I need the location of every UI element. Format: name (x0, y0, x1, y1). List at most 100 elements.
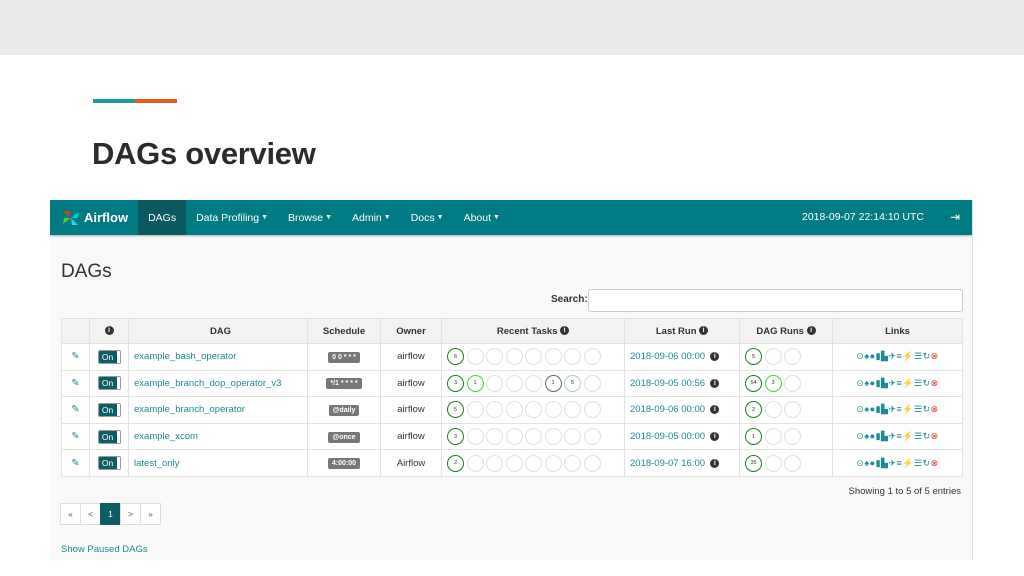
info-icon[interactable]: i (710, 432, 720, 442)
gantt-icon[interactable]: ≡ (896, 404, 903, 415)
status-circle[interactable]: 35 (745, 454, 762, 472)
graph-icon[interactable]: ● (869, 431, 876, 442)
status-circle[interactable]: 3 (447, 374, 464, 392)
duration-icon[interactable]: ▙ (881, 377, 889, 388)
dag-link[interactable]: example_branch_operator (134, 404, 245, 416)
sign-out-icon[interactable]: ⇥ (949, 210, 960, 224)
graph-icon[interactable]: ● (869, 457, 876, 468)
plane-icon[interactable]: ✈ (888, 431, 897, 442)
status-circle[interactable] (466, 348, 484, 366)
dag-link[interactable]: example_xcom (134, 431, 198, 443)
status-circle[interactable]: 5 (564, 374, 581, 392)
last-run-link[interactable]: 2018-09-05 00:00 (630, 431, 706, 443)
status-circle[interactable] (486, 348, 503, 366)
brand-logo[interactable]: Airflow (50, 200, 138, 235)
dag-link[interactable]: latest_only (134, 457, 180, 469)
info-icon[interactable]: i (699, 326, 709, 336)
plane-icon[interactable]: ✈ (888, 404, 897, 415)
status-circle[interactable] (784, 454, 801, 472)
play-circle-icon[interactable]: ⊙ (856, 351, 865, 362)
delete-icon[interactable]: ⊗ (930, 404, 939, 415)
status-circle[interactable] (486, 374, 503, 392)
status-circle[interactable]: 1 (466, 374, 484, 392)
delete-icon[interactable]: ⊗ (930, 377, 939, 388)
gantt-icon[interactable]: ≡ (896, 351, 903, 362)
delete-icon[interactable]: ⊗ (930, 431, 939, 442)
status-circle[interactable] (764, 401, 782, 419)
duration-icon[interactable]: ▙ (881, 457, 889, 468)
tree-icon[interactable]: ♠ (864, 457, 870, 468)
flash-icon[interactable]: ⚡ (902, 377, 914, 388)
status-circle[interactable]: 54 (745, 374, 762, 392)
code-icon[interactable]: ☰ (914, 351, 923, 362)
refresh-icon[interactable]: ↻ (922, 457, 931, 468)
status-circle[interactable] (525, 374, 542, 392)
status-circle[interactable] (466, 401, 484, 419)
status-circle[interactable] (784, 401, 801, 419)
tree-icon[interactable]: ♠ (864, 377, 870, 388)
status-circle[interactable] (564, 401, 581, 419)
status-circle[interactable] (486, 428, 503, 446)
info-icon[interactable]: i (710, 378, 720, 388)
gantt-icon[interactable]: ≡ (896, 377, 903, 388)
code-icon[interactable]: ☰ (914, 404, 923, 415)
status-circle[interactable] (784, 374, 801, 392)
status-circle[interactable]: 5 (447, 401, 464, 419)
duration-icon[interactable]: ▙ (881, 404, 889, 415)
dag-toggle[interactable]: On (97, 402, 121, 417)
pager-button[interactable]: 1 (100, 503, 121, 525)
status-circle[interactable] (505, 374, 523, 392)
status-circle[interactable]: 2 (745, 401, 762, 419)
edit-icon[interactable]: ✎ (71, 457, 80, 469)
edit-icon[interactable]: ✎ (71, 431, 80, 443)
last-run-link[interactable]: 2018-09-06 00:00 (630, 404, 706, 416)
info-icon[interactable]: i (560, 326, 570, 336)
duration-icon[interactable]: ▙ (881, 351, 889, 362)
status-circle[interactable] (544, 454, 562, 472)
play-circle-icon[interactable]: ⊙ (856, 404, 865, 415)
nav-browse[interactable]: Browse ▼ (278, 200, 342, 235)
status-circle[interactable] (583, 401, 601, 419)
info-icon[interactable]: i (710, 352, 720, 362)
status-circle[interactable] (486, 454, 503, 472)
edit-icon[interactable]: ✎ (71, 377, 80, 389)
graph-icon[interactable]: ● (869, 404, 876, 415)
status-circle[interactable] (505, 401, 523, 419)
status-circle[interactable]: 2 (447, 454, 464, 472)
status-circle[interactable]: 6 (447, 348, 464, 366)
bar-chart-icon[interactable]: ▮ (875, 404, 882, 415)
flash-icon[interactable]: ⚡ (902, 351, 914, 362)
plane-icon[interactable]: ✈ (888, 351, 897, 362)
status-circle[interactable] (564, 348, 581, 366)
tree-icon[interactable]: ♠ (864, 431, 870, 442)
code-icon[interactable]: ☰ (914, 431, 923, 442)
status-circle[interactable] (505, 348, 523, 366)
status-circle[interactable] (525, 428, 542, 446)
nav-docs[interactable]: Docs ▼ (401, 200, 454, 235)
delete-icon[interactable]: ⊗ (930, 351, 939, 362)
status-circle[interactable] (764, 348, 782, 366)
tree-icon[interactable]: ♠ (864, 404, 870, 415)
flash-icon[interactable]: ⚡ (902, 457, 914, 468)
plane-icon[interactable]: ✈ (888, 377, 897, 388)
dag-link[interactable]: example_bash_operator (134, 351, 237, 363)
status-circle[interactable] (544, 401, 562, 419)
status-circle[interactable] (544, 428, 562, 446)
plane-icon[interactable]: ✈ (888, 457, 897, 468)
nav-data-profiling[interactable]: Data Profiling ▼ (186, 200, 278, 235)
status-circle[interactable] (564, 454, 581, 472)
last-run-link[interactable]: 2018-09-07 16:00 (630, 457, 706, 469)
play-circle-icon[interactable]: ⊙ (856, 377, 865, 388)
pager-button[interactable]: > (120, 503, 141, 525)
edit-icon[interactable]: ✎ (71, 404, 80, 416)
bar-chart-icon[interactable]: ▮ (875, 351, 882, 362)
status-circle[interactable] (564, 428, 581, 446)
status-circle[interactable]: 3 (764, 374, 782, 392)
refresh-icon[interactable]: ↻ (922, 404, 931, 415)
status-circle[interactable] (784, 428, 801, 446)
status-circle[interactable] (583, 348, 601, 366)
status-circle[interactable] (505, 454, 523, 472)
dag-toggle[interactable]: On (97, 376, 121, 391)
pager-button[interactable]: » (140, 503, 161, 525)
duration-icon[interactable]: ▙ (881, 431, 889, 442)
